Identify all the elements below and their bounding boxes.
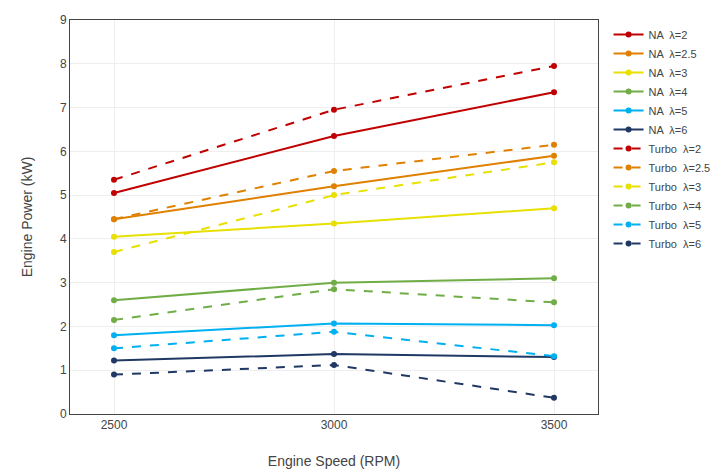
svg-text:Engine Power (kW): Engine Power (kW) [19,157,35,278]
svg-text:4: 4 [60,232,67,246]
svg-text:7: 7 [60,101,67,115]
svg-text:Turbo λ=4: Turbo λ=4 [649,200,701,212]
svg-text:NA λ=2.5: NA λ=2.5 [649,48,697,60]
svg-text:NA λ=6: NA λ=6 [649,124,688,136]
svg-text:NA λ=3: NA λ=3 [649,67,688,79]
svg-text:NA λ=4: NA λ=4 [649,86,688,98]
svg-text:NA λ=5: NA λ=5 [649,105,688,117]
svg-text:3500: 3500 [541,418,568,432]
svg-text:2500: 2500 [101,418,128,432]
svg-text:Engine Speed (RPM): Engine Speed (RPM) [268,453,400,469]
svg-text:Turbo λ=2.5: Turbo λ=2.5 [649,162,711,174]
svg-text:2: 2 [60,320,67,334]
svg-text:9: 9 [60,13,67,27]
svg-text:3000: 3000 [321,418,348,432]
svg-text:1: 1 [60,363,67,377]
svg-text:3: 3 [60,276,67,290]
svg-text:NA λ=2: NA λ=2 [649,29,688,41]
svg-text:0: 0 [60,407,67,421]
svg-text:Turbo λ=2: Turbo λ=2 [649,143,701,155]
svg-text:5: 5 [60,188,67,202]
svg-text:6: 6 [60,145,67,159]
svg-text:Turbo λ=3: Turbo λ=3 [649,181,701,193]
svg-text:Turbo λ=5: Turbo λ=5 [649,219,701,231]
svg-text:8: 8 [60,57,67,71]
svg-text:Turbo λ=6: Turbo λ=6 [649,238,701,250]
